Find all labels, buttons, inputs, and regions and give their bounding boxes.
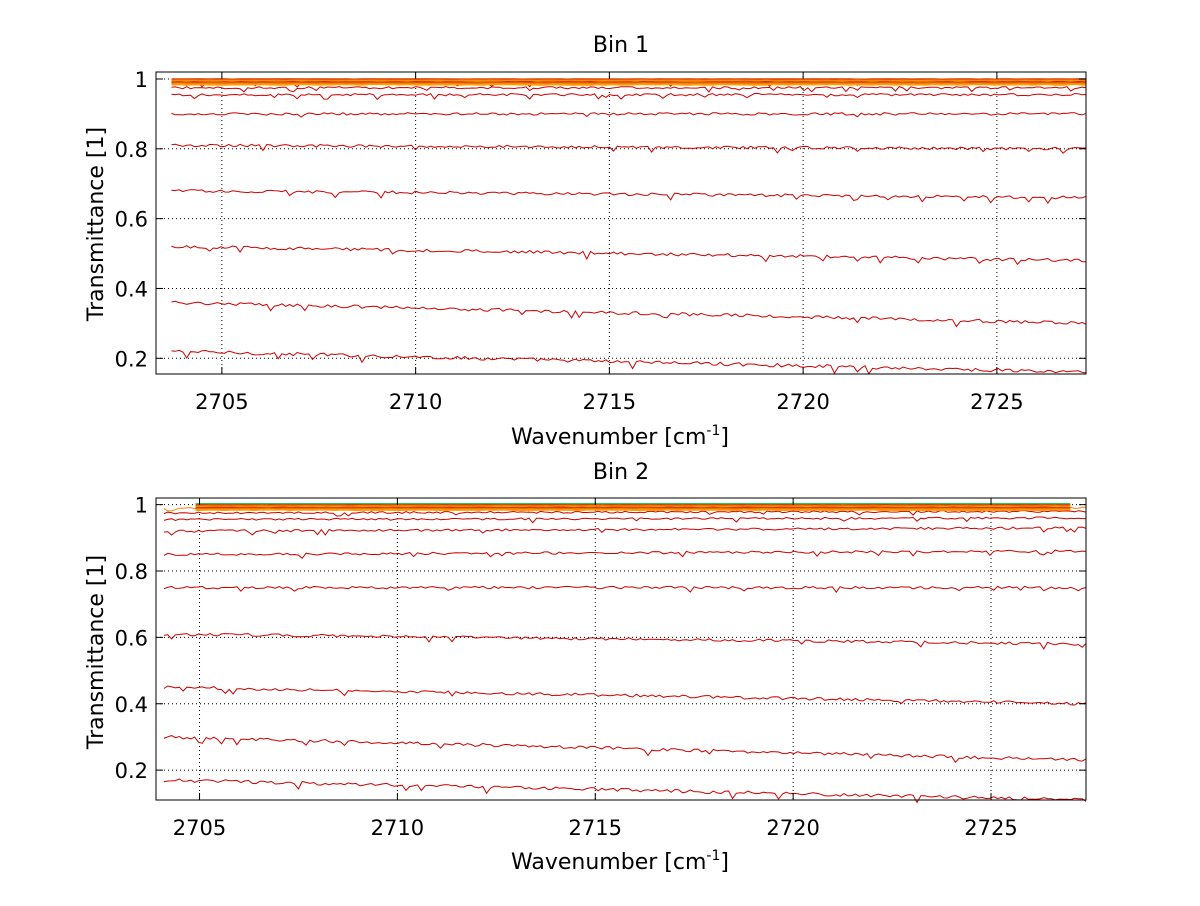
x-tick-label: 2705 xyxy=(195,390,248,414)
x-tick-label: 2725 xyxy=(970,390,1023,414)
y-axis-label: Transmittance [1] xyxy=(84,127,109,322)
series-line xyxy=(172,84,1087,85)
x-tick-label: 2715 xyxy=(583,390,636,414)
x-tick-label: 2725 xyxy=(964,816,1017,840)
y-tick-label: 1 xyxy=(135,494,148,518)
y-tick-label: 0.6 xyxy=(115,626,148,650)
y-tick-label: 0.8 xyxy=(115,138,148,162)
x-tick-label: 2705 xyxy=(173,816,226,840)
x-tick-label: 2710 xyxy=(371,816,424,840)
y-tick-label: 0.2 xyxy=(115,347,148,371)
y-tick-label: 0.2 xyxy=(115,759,148,783)
y-tick-label: 1 xyxy=(135,68,148,92)
y-tick-label: 0.4 xyxy=(115,693,148,717)
x-tick-label: 2720 xyxy=(776,390,829,414)
y-tick-label: 0.6 xyxy=(115,208,148,232)
chart-title: Bin 2 xyxy=(593,460,649,485)
y-axis-label: Transmittance [1] xyxy=(84,555,109,750)
x-tick-label: 2720 xyxy=(766,816,819,840)
chart-title: Bin 1 xyxy=(593,33,649,58)
x-axis-label: Wavenumber [cm-1] xyxy=(511,423,729,450)
y-tick-label: 0.8 xyxy=(115,560,148,584)
y-tick-label: 0.4 xyxy=(115,277,148,301)
series-line xyxy=(196,510,1071,511)
x-tick-label: 2715 xyxy=(569,816,622,840)
x-axis-label: Wavenumber [cm-1] xyxy=(511,848,729,875)
x-tick-label: 2710 xyxy=(389,390,442,414)
